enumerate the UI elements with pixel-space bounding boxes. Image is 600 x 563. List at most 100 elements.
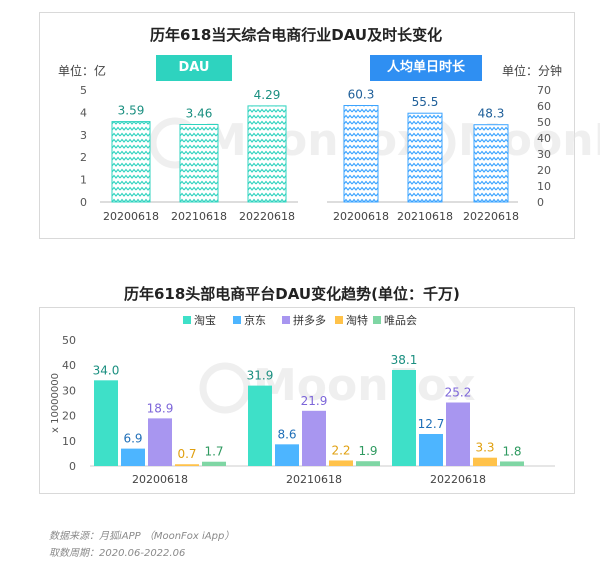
data-label: 31.9 <box>247 369 274 383</box>
data-label: 6.9 <box>123 432 142 446</box>
data-label: 48.3 <box>478 107 505 121</box>
watermark-layer: MoonFoxMoonFoxMoonFox <box>149 115 600 414</box>
y-tick-label: 0 <box>537 196 544 209</box>
y-tick-label: 40 <box>62 359 76 372</box>
y-tick-label: 20 <box>537 164 551 177</box>
left-unit-label: 单位：亿 <box>58 64 107 78</box>
data-label: 18.9 <box>147 401 174 415</box>
data-label: 12.7 <box>418 417 445 431</box>
legend-swatch <box>335 316 343 324</box>
legend-label: 淘宝 <box>194 313 216 327</box>
y-tick-label: 3 <box>80 129 87 142</box>
data-label: 0.7 <box>177 447 196 461</box>
data-label: 55.5 <box>412 95 439 109</box>
dau-chart: 0 1 2 3 4 5 3.59 20200618 3.46 20210618 4.29 202206… <box>80 84 298 223</box>
x-tick-label: 20220618 <box>239 210 295 223</box>
bar <box>121 448 145 466</box>
data-label: 8.6 <box>277 427 296 441</box>
y-tick-label: 20 <box>62 410 76 423</box>
bar <box>248 385 272 466</box>
y-tick-label: 0 <box>69 460 76 473</box>
data-label: 1.8 <box>502 444 521 458</box>
bar <box>473 457 497 466</box>
bar <box>446 402 470 466</box>
legend-item: 淘特 <box>335 313 368 327</box>
data-label: 38.1 <box>391 353 418 367</box>
legend-label: 唯品会 <box>384 314 417 327</box>
watermark-logo-icon <box>199 362 251 414</box>
legend-label: 拼多多 <box>293 313 326 327</box>
bar <box>148 418 172 466</box>
data-label: 1.9 <box>358 444 377 458</box>
legend-swatch <box>183 316 191 324</box>
data-label: 2.2 <box>331 443 350 457</box>
y-tick-label: 5 <box>80 84 87 97</box>
x-tick-label: 20200618 <box>333 210 389 223</box>
watermark: MoonFox <box>149 115 425 169</box>
bar <box>407 112 443 203</box>
legend-item: 拼多多 <box>282 313 326 327</box>
duration-chart: 0 10 20 30 40 50 60 70 60.3 20200618 55.5 20210618 4… <box>327 84 551 223</box>
y-tick-label: 50 <box>537 116 551 129</box>
x-tick-label: 20210618 <box>171 210 227 223</box>
watermark: MoonFox <box>199 360 475 414</box>
bar <box>111 121 151 203</box>
platform-dau-chart: 0 10 20 30 40 50 x 10000000 淘宝 京东 拼多多 淘特 唯品会 34.0 6.9… <box>50 313 555 486</box>
legend-swatch <box>233 316 241 324</box>
bar <box>302 410 326 466</box>
y-tick-label: 40 <box>537 132 551 145</box>
legend-swatch <box>282 316 290 324</box>
data-label: 34.0 <box>93 363 120 377</box>
y-tick-label: 60 <box>537 100 551 113</box>
bar <box>94 380 118 466</box>
y-tick-label: 70 <box>537 84 551 97</box>
legend-label: 淘特 <box>346 313 368 327</box>
y-tick-label: 30 <box>537 148 551 161</box>
bar <box>356 461 380 466</box>
x-tick-label: 20220618 <box>430 473 486 486</box>
bar <box>202 461 226 466</box>
y-tick-label: 10 <box>537 180 551 193</box>
bar <box>247 105 287 203</box>
data-label: 3.46 <box>186 106 213 120</box>
right-unit-label: 单位：分钟 <box>502 64 563 78</box>
y-tick-label: 2 <box>80 151 87 164</box>
data-label: 4.29 <box>254 88 281 102</box>
bar <box>175 464 199 466</box>
data-label: 1.7 <box>204 445 223 459</box>
legend-label: 京东 <box>244 313 266 327</box>
data-label: 60.3 <box>348 88 375 102</box>
x-tick-label: 20210618 <box>397 210 453 223</box>
x-tick-label: 20200618 <box>132 473 188 486</box>
bottom-chart-title: 历年618头部电商平台DAU变化趋势(单位：千万) <box>124 285 460 303</box>
y-tick-label: 10 <box>62 435 76 448</box>
data-label: 3.59 <box>118 104 145 118</box>
x-tick-label: 20220618 <box>463 210 519 223</box>
bar <box>392 369 416 466</box>
x-tick-label: 20200618 <box>103 210 159 223</box>
data-label: 3.3 <box>475 441 494 455</box>
bar <box>343 105 379 203</box>
legend-item: 京东 <box>233 313 266 327</box>
bar <box>500 461 524 466</box>
bar <box>473 124 509 203</box>
bar <box>275 444 299 466</box>
x-tick-label: 20210618 <box>286 473 342 486</box>
y-tick-label: 0 <box>80 196 87 209</box>
y-tick-label: 1 <box>80 174 87 187</box>
y-tick-label: 4 <box>80 106 87 119</box>
watermark-text: MoonFox <box>253 360 475 411</box>
y-tick-label: 50 <box>62 334 76 347</box>
bar <box>329 460 353 466</box>
data-label: 21.9 <box>301 394 328 408</box>
duration-pill-label: 人均单日时长 <box>370 55 482 81</box>
bar <box>179 123 219 203</box>
footer-source: 数据来源：月狐iAPP （MoonFox iApp） <box>49 531 235 542</box>
y-axis-label: x 10000000 <box>50 373 61 433</box>
bar <box>419 433 443 466</box>
legend-item: 淘宝 <box>183 313 216 327</box>
data-label: 25.2 <box>445 385 472 399</box>
watermark-text: MoonFox <box>203 115 425 166</box>
legend-item: 唯品会 <box>373 314 417 327</box>
